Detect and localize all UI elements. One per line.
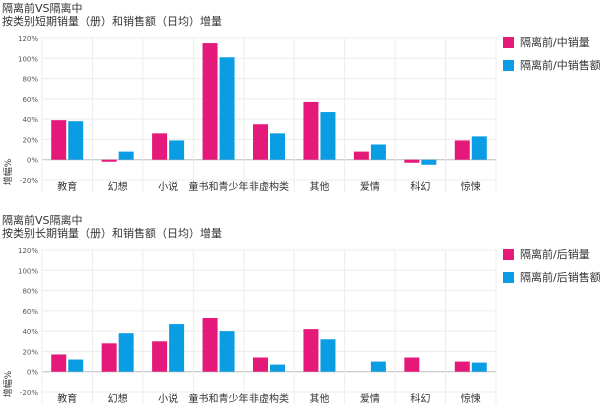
legend-swatch-series-1: [503, 249, 514, 260]
bar-series-1-3: [152, 133, 168, 160]
bar-series-1-7: [353, 151, 369, 160]
y-tick-label: 100%: [18, 267, 38, 275]
x-tick-label: 其他: [309, 392, 329, 405]
bar-series-1-1: [51, 354, 67, 372]
bar-series-2-4: [219, 331, 235, 372]
x-tick-label: 教育: [57, 180, 77, 193]
x-tick-label: 童书和青少年: [189, 180, 249, 193]
bar-series-2-7: [370, 144, 386, 160]
chart-plot: 120% 100% 80% 60% 40% 20% 0% -20% 增幅% 教育 幻想 小说 童书和青少…: [2, 35, 497, 193]
y-axis-label: 增幅%: [2, 370, 14, 397]
legend-swatch-series-1: [503, 37, 514, 48]
y-tick-label: -20%: [20, 389, 38, 397]
x-tick-label: 其他: [309, 180, 329, 193]
y-tick-label: 100%: [18, 55, 38, 63]
bar-series-2-4: [219, 57, 235, 160]
chart-bottom: 隔离前VS隔离中 按类别长期销量（册）和销售额（日均）增量 120% 100% 80…: [0, 212, 600, 417]
y-tick-label: 80%: [22, 76, 38, 84]
bar-series-2-6: [320, 112, 336, 160]
legend-label-series-2: 隔离前/中销售额: [520, 59, 600, 72]
bar-series-1-9: [454, 140, 470, 160]
legend-swatch-series-2: [503, 60, 514, 71]
chart-subtitle: 按类别短期销量（册）和销售额（日均）增量: [2, 15, 222, 28]
y-tick-label: 20%: [22, 348, 38, 356]
x-tick-label: 爱情: [360, 392, 380, 405]
bar-series-1-8: [404, 357, 420, 372]
bar-series-1-1: [51, 120, 67, 160]
y-tick-label: 60%: [22, 308, 38, 316]
x-tick-label: 爱情: [360, 180, 380, 193]
y-axis-label: 增幅%: [2, 158, 14, 185]
bar-series-2-7: [370, 361, 386, 372]
y-tick-label: 40%: [22, 116, 38, 124]
bar-series-1-3: [152, 341, 168, 372]
x-tick-label: 小说: [158, 180, 178, 193]
chart-title: 隔离前VS隔离中: [2, 214, 83, 227]
bar-series-1-9: [454, 361, 470, 372]
legend-label-series-2: 隔离前/后销售额: [520, 271, 600, 284]
bar-series-1-6: [303, 101, 319, 160]
legend-label-series-1: 隔离前/中销量: [520, 36, 590, 49]
bar-series-2-1: [68, 121, 84, 160]
x-tick-label: 惊悚: [461, 180, 481, 193]
bar-series-1-6: [303, 329, 319, 372]
bar-series-2-3: [169, 140, 185, 160]
x-tick-label: 幻想: [108, 180, 128, 193]
y-tick-label: 0%: [27, 369, 38, 377]
x-tick-label: 幻想: [108, 392, 128, 405]
bar-series-1-5: [253, 124, 268, 160]
bar-series-2-2: [118, 151, 134, 160]
chart-plot: 120% 100% 80% 60% 40% 20% 0% -20% 增幅% 教育 幻想 小说 童书和青少…: [2, 247, 497, 405]
chart-title: 隔离前VS隔离中: [2, 2, 83, 15]
y-tick-label: 40%: [22, 328, 38, 336]
chart-subtitle: 按类别长期销量（册）和销售额（日均）增量: [2, 227, 222, 240]
x-tick-label: 科幻: [410, 180, 430, 193]
bar-series-1-5: [253, 357, 268, 372]
bar-series-2-1: [68, 359, 84, 372]
bar-series-2-6: [320, 339, 336, 372]
legend-label-series-1: 隔离前/后销量: [520, 248, 590, 261]
x-tick-label: 童书和青少年: [189, 392, 249, 405]
x-tick-label: 非虚构类: [249, 180, 289, 193]
bar-series-2-9: [471, 362, 487, 372]
y-tick-label: 120%: [18, 35, 38, 43]
y-tick-label: 60%: [22, 96, 38, 104]
y-tick-label: 20%: [22, 136, 38, 144]
bar-series-2-2: [118, 333, 134, 372]
bar-series-1-4: [202, 43, 218, 160]
x-tick-label: 教育: [57, 392, 77, 405]
bar-series-2-9: [471, 136, 487, 160]
x-tick-label: 小说: [158, 392, 178, 405]
bar-series-2-3: [169, 324, 185, 372]
x-tick-label: 惊悚: [461, 392, 481, 405]
bar-series-1-2: [101, 343, 117, 372]
bar-series-2-8: [421, 159, 437, 165]
x-tick-label: 非虚构类: [249, 392, 289, 405]
legend-swatch-series-2: [503, 272, 514, 283]
bar-series-1-8: [404, 159, 420, 163]
chart-top: 隔离前VS隔离中 按类别短期销量（册）和销售额（日均）增量 120% 100% 80…: [0, 0, 600, 205]
bar-series-1-4: [202, 317, 218, 372]
bar-series-1-2: [101, 159, 117, 162]
x-tick-label: 科幻: [410, 392, 430, 405]
y-tick-label: 120%: [18, 247, 38, 255]
y-tick-label: 0%: [27, 157, 38, 165]
y-tick-label: -20%: [20, 177, 38, 185]
bar-series-2-5: [270, 133, 285, 160]
y-tick-label: 80%: [22, 288, 38, 296]
bar-series-2-5: [270, 364, 285, 372]
